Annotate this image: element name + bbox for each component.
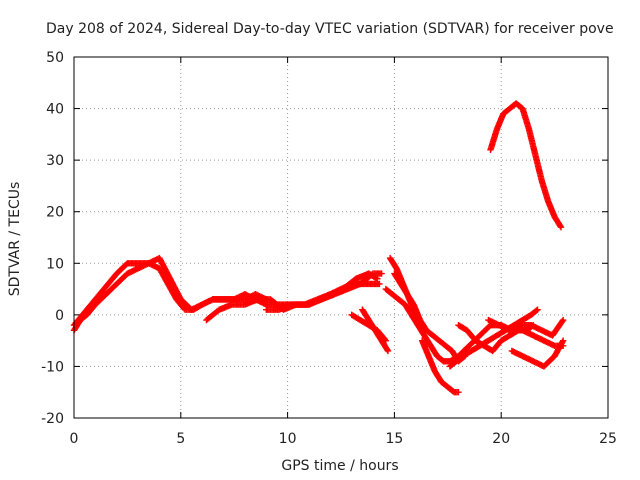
series-s8 — [446, 306, 541, 370]
axis-ticks: 0 5 10 15 20 25 -20 -10 0 10 20 30 40 50 — [41, 50, 617, 447]
data-point — [378, 270, 385, 277]
data-point — [455, 389, 462, 396]
plot-frame — [73, 56, 609, 419]
chart-title: Day 208 of 2024, Sidereal Day-to-day VTE… — [46, 21, 614, 37]
data-points — [70, 100, 567, 396]
x-tick-label: 20 — [492, 431, 510, 447]
data-point — [376, 280, 383, 288]
data-point-interp — [557, 222, 564, 230]
x-axis-label: GPS time / hours — [281, 458, 398, 474]
series-s6 — [391, 270, 469, 365]
x-tick-label: 5 — [176, 431, 185, 447]
data-point — [559, 337, 567, 344]
series-s7 — [418, 337, 462, 396]
x-tick-label: 0 — [70, 431, 79, 447]
series-s15 — [359, 306, 392, 355]
grid — [74, 57, 608, 418]
data-point — [557, 223, 565, 231]
data-point-interp — [559, 318, 566, 325]
y-tick-label: 50 — [46, 50, 64, 66]
x-tick-label: 25 — [599, 431, 617, 447]
series-s13 — [487, 100, 565, 231]
y-tick-label: -10 — [41, 359, 64, 375]
y-tick-label: -20 — [41, 411, 64, 427]
y-tick-label: 20 — [46, 205, 64, 221]
data-point — [534, 306, 541, 313]
data-point-interp — [559, 338, 566, 346]
x-tick-label: 15 — [385, 431, 403, 447]
data-point-interp — [533, 307, 540, 314]
y-tick-label: 40 — [46, 102, 64, 118]
data-point — [384, 347, 392, 355]
y-tick-label: 30 — [46, 153, 64, 169]
data-point — [559, 316, 567, 324]
series-s4 — [263, 270, 381, 313]
x-tick-label: 10 — [279, 431, 297, 447]
y-tick-label: 0 — [55, 308, 64, 324]
series-s11 — [485, 316, 567, 339]
series-s12 — [508, 337, 567, 370]
y-axis-label: SDTVAR / TECUs — [7, 182, 23, 297]
data-point-interp — [384, 346, 391, 354]
data-point-interp — [372, 274, 380, 282]
series-s10 — [382, 285, 567, 365]
y-tick-label: 10 — [46, 256, 64, 272]
data-point — [374, 275, 381, 282]
